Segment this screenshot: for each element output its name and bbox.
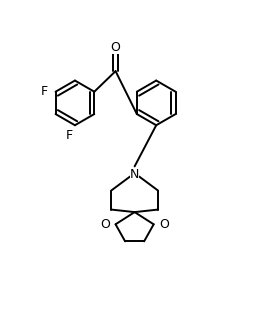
- Text: F: F: [40, 85, 47, 98]
- Text: O: O: [101, 218, 110, 231]
- Text: N: N: [130, 168, 139, 180]
- Text: F: F: [65, 129, 72, 142]
- Text: O: O: [111, 41, 120, 54]
- Text: O: O: [159, 218, 169, 231]
